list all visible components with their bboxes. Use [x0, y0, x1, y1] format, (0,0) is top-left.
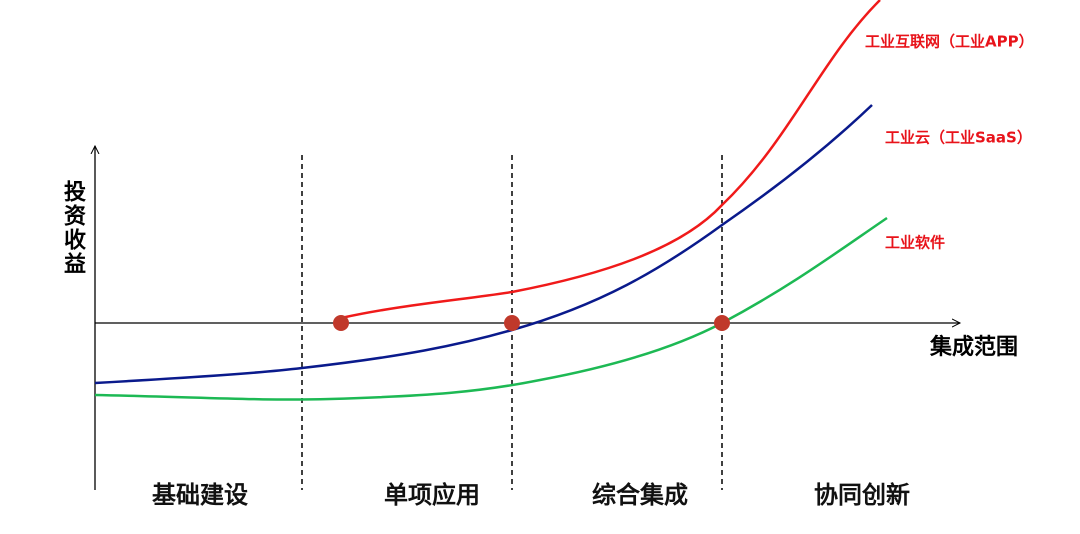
stage-label: 综合集成 — [592, 481, 688, 509]
cloud-curve — [94, 104, 873, 385]
internet-curve — [340, 0, 881, 320]
point — [714, 315, 730, 331]
y-axis-label: 投资收益 — [60, 180, 86, 276]
software-curve — [94, 216, 888, 401]
curve-label: 工业云（工业SaaS） — [885, 129, 1032, 147]
point — [504, 315, 520, 331]
stage-dividers — [301, 155, 723, 490]
curve-label: 工业软件 — [885, 234, 945, 252]
intersection-points — [333, 315, 730, 331]
stage-label: 单项应用 — [384, 481, 480, 509]
point — [333, 315, 349, 331]
curve-label: 工业互联网（工业APP） — [865, 33, 1034, 51]
stage-label: 基础建设 — [152, 481, 248, 509]
stage-label: 协同创新 — [814, 481, 910, 509]
x-axis-label: 集成范围 — [929, 334, 1018, 360]
